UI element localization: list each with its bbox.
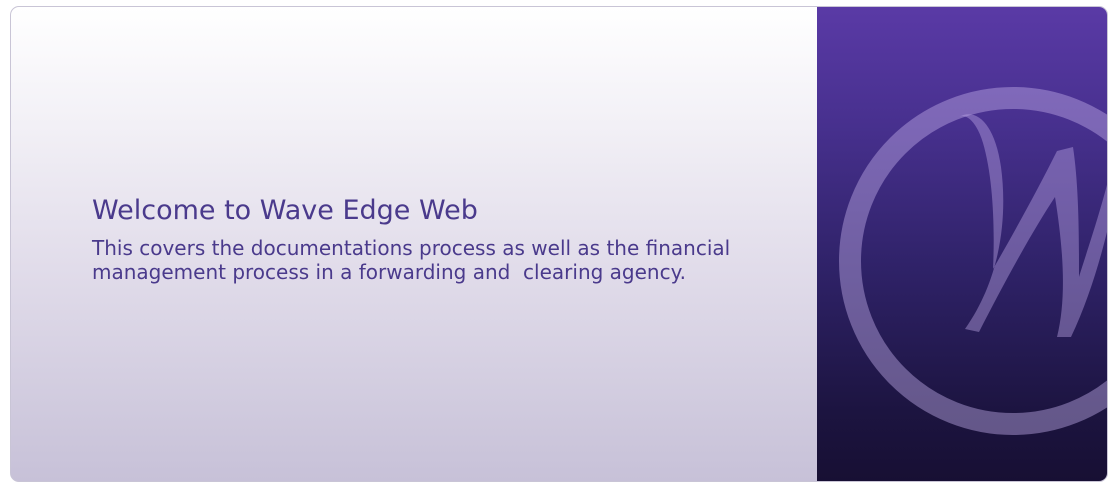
welcome-description: This covers the documentations process a… xyxy=(92,236,792,284)
description-line-2: management process in a forwarding and c… xyxy=(92,260,686,284)
welcome-title: Welcome to Wave Edge Web xyxy=(92,195,478,226)
w-circle-logo-icon xyxy=(839,87,1107,435)
welcome-section: Welcome to Wave Edge Web This covers the… xyxy=(92,195,792,284)
welcome-banner: Welcome to Wave Edge Web This covers the… xyxy=(10,6,1108,482)
description-line-1: This covers the documentations process a… xyxy=(92,236,731,260)
brand-panel xyxy=(817,7,1107,481)
